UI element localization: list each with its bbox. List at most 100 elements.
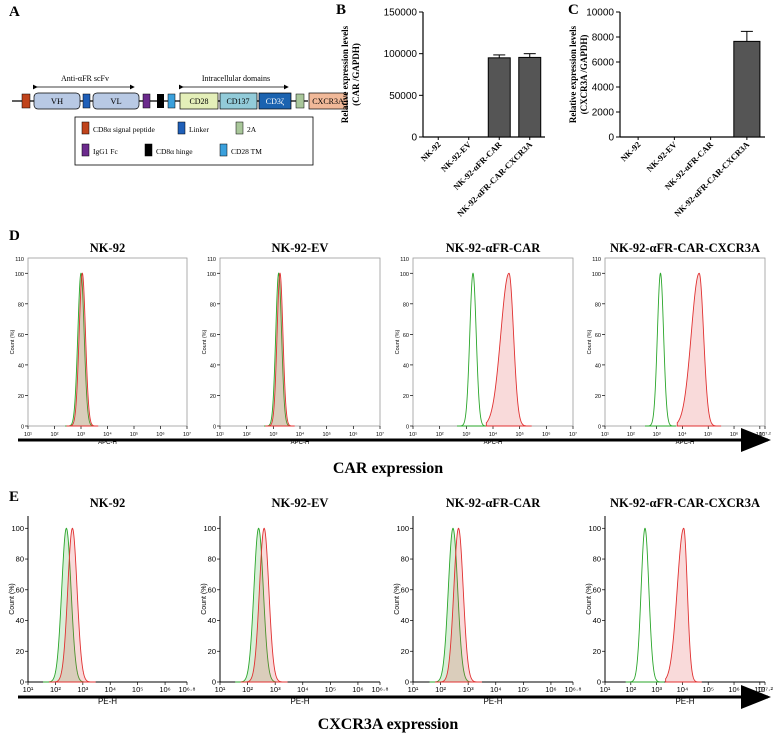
bar-3 <box>733 40 761 138</box>
y-tick-label: 150000 <box>384 8 418 19</box>
x-tick-label: 10⁵ <box>518 685 529 694</box>
x-tick-label: 10² <box>51 432 59 438</box>
legend-swatch-4 <box>144 143 153 157</box>
x-tick-label-max: 10⁷·² <box>757 685 774 694</box>
y-axis-label: (CXCR3A /GAPDH) <box>579 35 589 115</box>
y-tick-label: 40 <box>18 363 24 369</box>
bar-2 <box>487 57 511 138</box>
y-axis-label: Count (%) <box>202 329 208 354</box>
sample-histogram-curve <box>265 272 295 427</box>
sample-histogram-curve <box>676 272 722 427</box>
x-tick-label: 10⁴ <box>297 685 309 694</box>
x-axis-label: APC-H <box>291 440 310 446</box>
cd8a-hinge-block <box>157 94 164 108</box>
x-tick-label: 10² <box>627 432 635 438</box>
y-tick-label: 20 <box>595 394 601 400</box>
histogram-2: NK-92-EV 0 20 40 60 80 100 Count (%) 10¹ 10² 10³ 10… <box>201 496 389 706</box>
control-histogram-curve <box>264 272 294 427</box>
cd137-block <box>219 92 258 110</box>
y-tick-label: 40 <box>16 616 24 625</box>
construct-legend: CD8α signal peptide Linker 2A IgG1 Fc CD8α h… <box>74 116 314 166</box>
y-tick-label: 80 <box>18 302 24 308</box>
y-tick-label-top: 110 <box>592 257 601 263</box>
y-tick-label: 40 <box>210 363 216 369</box>
plot-frame <box>412 257 574 427</box>
cxcr3a-label: CXCR3A <box>312 97 344 106</box>
vh-block <box>33 92 81 110</box>
y-tick-label: 100 <box>203 524 216 533</box>
intracellular-label: Intracellular domains <box>202 74 270 83</box>
y-tick-label-top: 110 <box>15 257 24 263</box>
x-tick-label-max: 10⁷ <box>183 431 191 438</box>
y-tick-label: 80 <box>16 555 24 564</box>
construct-diagram: Anti-αFR scFv Intracellular domains VH V… <box>12 74 348 166</box>
x-axis-label: APC-H <box>676 440 695 446</box>
x-tick-label: 10⁶ <box>730 431 738 438</box>
cd28-tm-block <box>167 93 176 109</box>
control-histogram-curve <box>645 272 676 427</box>
legend-swatch-0 <box>81 121 90 135</box>
y-tick-label: 0 <box>406 425 409 431</box>
sample-histogram-curve <box>665 527 702 683</box>
sample-histogram-curve <box>435 527 482 683</box>
histogram-4: NK-92-αFR-CAR-CXCR3A 0 20 40 60 80 100 Count (%… <box>586 496 774 706</box>
x-tick-label: 10³ <box>463 685 474 694</box>
y-tick-label: 0 <box>20 678 24 687</box>
y-tick-label: 60 <box>16 585 24 594</box>
histogram-1: NK-92 0 20 40 60 80 100 110 Count (%) 10¹ 10² 10³ 10… <box>10 241 191 446</box>
x-tick-label: 10¹ <box>601 432 609 438</box>
control-histogram-curve <box>43 527 90 683</box>
x-axis-label: PE-H <box>483 697 502 706</box>
x-tick-label: 10¹ <box>215 685 226 694</box>
bar-3 <box>518 56 542 138</box>
vl-block <box>92 92 140 110</box>
y-tick-label: 100000 <box>384 49 418 60</box>
y-tick-label: 20 <box>208 647 216 656</box>
y-tick-label: 0 <box>411 133 417 144</box>
plot-frame <box>27 257 188 427</box>
x-tick-label: 10¹ <box>216 432 224 438</box>
y-tick-label: 60 <box>403 333 409 339</box>
x-tick-label: 10⁴ <box>677 685 689 694</box>
panel-label-b: B <box>336 2 346 18</box>
sample-histogram-curve <box>66 272 99 427</box>
y-tick-label: 0 <box>597 678 601 687</box>
x-tick-label: 10⁴ <box>103 431 112 438</box>
y-tick-label: 0 <box>405 678 409 687</box>
x-tick-label-max: 10⁶·⁸ <box>178 685 195 694</box>
x-tick-label: 10³ <box>77 685 88 694</box>
y-tick-label: 2000 <box>592 108 615 119</box>
legend-label-1: Linker <box>189 125 209 134</box>
legend-label-5: CD28 TM <box>231 147 262 156</box>
flow-panel-d: NK-92 0 20 40 60 80 100 110 Count (%) 10¹ 10² 10³ 10… <box>10 241 771 477</box>
x-tick-label: 10² <box>436 432 444 438</box>
x-tick-label: 10³ <box>270 685 281 694</box>
y-tick-label: 60 <box>18 333 24 339</box>
histogram-2: NK-92-EV 0 20 40 60 80 100 110 Count (%) 10¹ 10² 10… <box>202 241 384 446</box>
y-tick-label: 0 <box>213 425 216 431</box>
y-tick-label: 100 <box>11 524 24 533</box>
y-tick-label: 80 <box>593 555 601 564</box>
x-tick-label: 10¹ <box>24 432 32 438</box>
y-tick-label: 20 <box>18 394 24 400</box>
vl-label: VL <box>110 96 121 106</box>
panel-label-e: E <box>9 489 19 505</box>
y-tick-label: 80 <box>210 302 216 308</box>
x-tick-label-0: NK-92 <box>618 139 642 163</box>
histogram-title: NK-92-αFR-CAR <box>446 241 541 255</box>
y-axis-label: Relative expression levels <box>568 25 578 123</box>
vh-label: VH <box>51 96 63 106</box>
x-tick-label: 10¹ <box>23 685 34 694</box>
panel-label-c: C <box>568 2 579 18</box>
x-tick-label: 10¹ <box>408 685 419 694</box>
x-tick-label: 10⁶ <box>352 685 363 694</box>
y-tick-label: 0 <box>212 678 216 687</box>
x-tick-label: 10⁴ <box>489 431 498 438</box>
y-tick-label: 20 <box>16 647 24 656</box>
y-tick-label: 20 <box>401 647 409 656</box>
x-tick-label-max: 10⁷ <box>376 431 384 438</box>
x-tick-label: 10³ <box>651 685 662 694</box>
y-tick-label: 80 <box>208 555 216 564</box>
x-tick-label-1: NK-92-EV <box>644 139 679 174</box>
legend-label-0: CD8α signal peptide <box>93 125 156 134</box>
